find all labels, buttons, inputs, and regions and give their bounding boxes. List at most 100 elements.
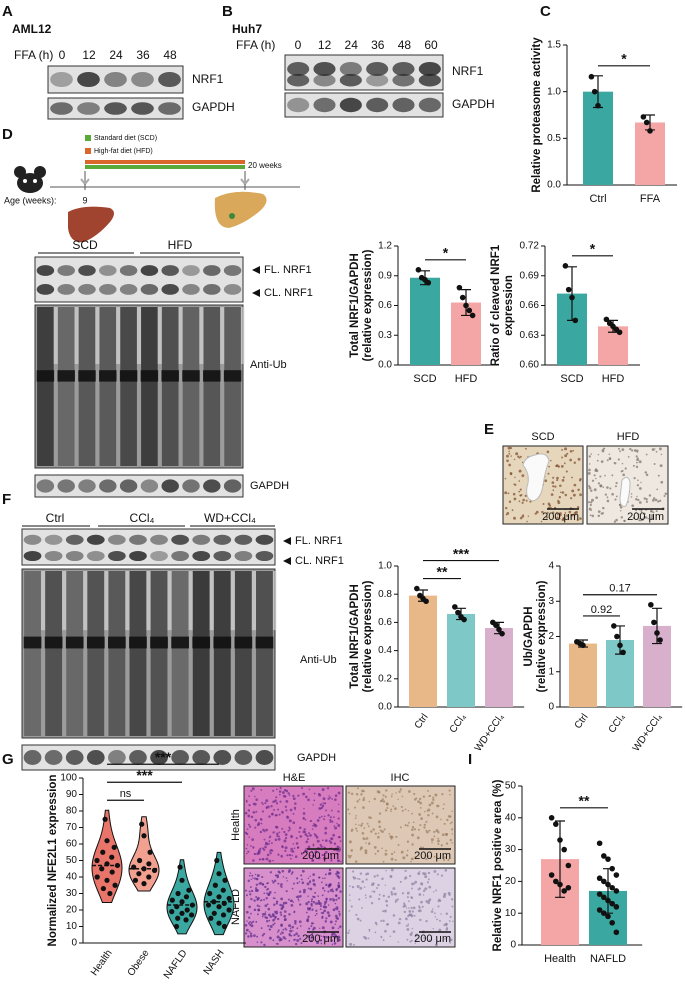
- nucleus: [312, 895, 314, 898]
- nucleus: [291, 925, 295, 929]
- blot-band: [192, 550, 211, 562]
- nucleus: [305, 911, 308, 914]
- nucleus: [269, 871, 272, 874]
- blot-band: [57, 479, 75, 493]
- nucleus: [377, 883, 380, 887]
- nucleus: [261, 912, 265, 916]
- nucleus: [285, 890, 288, 893]
- nucleus: [390, 808, 393, 811]
- blot-gap: [167, 571, 172, 631]
- blot-band: [287, 73, 310, 87]
- data-point: [562, 263, 569, 269]
- nucleus: [637, 457, 639, 459]
- nucleus: [529, 500, 532, 503]
- nucleus: [247, 879, 250, 883]
- data-point: [414, 585, 420, 592]
- nucleus: [399, 826, 402, 829]
- nucleus: [297, 898, 300, 901]
- nucleus: [355, 913, 358, 916]
- nucleus: [263, 848, 266, 852]
- nucleus: [632, 464, 635, 467]
- nucleus: [635, 455, 638, 458]
- nucleus: [560, 465, 564, 468]
- nucleus: [436, 873, 439, 876]
- blot-band: [57, 284, 75, 295]
- label: 12: [318, 38, 332, 52]
- nucleus: [290, 850, 292, 852]
- nucleus: [290, 900, 292, 902]
- nucleus: [255, 883, 259, 886]
- nucleus: [281, 931, 284, 934]
- significance-label: **: [437, 563, 448, 579]
- nucleus: [312, 928, 315, 931]
- nucleus: [265, 842, 269, 846]
- nucleus: [437, 843, 440, 845]
- nucleus: [305, 840, 309, 844]
- nucleus: [651, 499, 655, 502]
- nucleus: [519, 455, 522, 458]
- nucleus: [365, 896, 367, 899]
- blot-lane: [108, 571, 126, 736]
- data-point: [459, 294, 466, 301]
- nucleus: [392, 805, 395, 808]
- nucleus: [450, 898, 454, 901]
- nucleus: [325, 899, 328, 902]
- blot-band: [36, 370, 55, 382]
- data-point: [603, 316, 610, 323]
- nucleus: [362, 798, 366, 802]
- y-axis-label: expression: [503, 275, 515, 336]
- blot-band: [78, 370, 96, 382]
- nucleus: [248, 836, 251, 838]
- label: 24: [345, 38, 359, 52]
- nucleus: [301, 881, 305, 885]
- nucleus: [361, 822, 364, 825]
- nucleus: [591, 498, 594, 502]
- nucleus: [588, 486, 592, 490]
- nucleus: [595, 477, 597, 480]
- data-point: [131, 864, 137, 870]
- nucleus: [405, 854, 409, 857]
- y-tick-label: 40: [505, 812, 517, 823]
- nucleus: [444, 869, 448, 872]
- label: 20 weeks: [248, 161, 282, 170]
- label: 60: [424, 38, 438, 52]
- nucleus: [609, 457, 612, 461]
- nucleus: [374, 931, 377, 934]
- data-point: [620, 649, 626, 656]
- nucleus: [619, 510, 622, 512]
- nucleus: [437, 831, 440, 834]
- label: CL. NRF1: [264, 287, 313, 299]
- nucleus: [445, 912, 449, 915]
- nucleus: [590, 501, 593, 504]
- nucleus: [314, 891, 317, 894]
- nucleus: [300, 878, 303, 881]
- nucleus: [309, 881, 312, 884]
- nucleus: [637, 498, 640, 502]
- nucleus: [370, 830, 373, 833]
- nucleus: [268, 840, 271, 842]
- nucleus: [287, 792, 290, 795]
- label: Ctrl: [46, 511, 65, 525]
- data-point: [136, 871, 142, 877]
- label: HFD: [168, 238, 193, 252]
- nucleus: [384, 852, 388, 856]
- nucleus: [541, 510, 544, 514]
- data-point: [616, 329, 623, 336]
- nucleus: [265, 799, 269, 803]
- significance-label: 0.17: [609, 583, 630, 595]
- data-point: [214, 857, 220, 864]
- label: 36: [136, 48, 150, 62]
- y-tick-label: 90: [66, 789, 78, 800]
- data-point: [648, 601, 654, 608]
- nucleus: [548, 465, 551, 468]
- panel-label: F: [2, 491, 11, 508]
- nucleus: [579, 517, 582, 520]
- x-tick-label: FFA: [640, 193, 661, 205]
- nucleus: [319, 908, 322, 910]
- nucleus: [339, 840, 342, 843]
- nucleus: [650, 514, 654, 517]
- nucleus: [524, 494, 527, 497]
- nucleus: [357, 787, 359, 790]
- y-tick-label: 0.72: [520, 241, 540, 252]
- nucleus: [272, 939, 275, 942]
